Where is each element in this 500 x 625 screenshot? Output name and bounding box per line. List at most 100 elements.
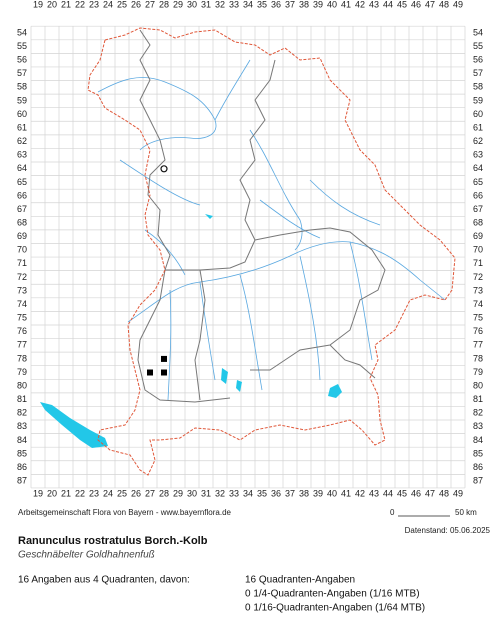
column-label: 44 xyxy=(383,0,393,9)
scale-end: 50 km xyxy=(455,508,477,517)
row-label: 82 xyxy=(17,408,27,418)
column-label: 39 xyxy=(313,0,323,9)
row-label: 70 xyxy=(473,245,483,255)
lake xyxy=(236,380,242,392)
row-label: 77 xyxy=(473,340,483,350)
summary: 16 Angaben aus 4 Quadranten, davon: xyxy=(18,575,190,586)
row-label: 59 xyxy=(473,95,483,105)
row-label: 71 xyxy=(473,258,483,268)
column-label: 41 xyxy=(341,488,351,498)
column-label: 29 xyxy=(173,0,183,9)
column-label: 21 xyxy=(61,488,71,498)
row-label: 72 xyxy=(17,272,27,282)
column-label: 20 xyxy=(47,0,57,9)
row-label: 83 xyxy=(17,421,27,431)
row-label: 81 xyxy=(473,394,483,404)
column-label: 35 xyxy=(257,488,267,498)
column-label: 32 xyxy=(215,488,225,498)
row-label: 68 xyxy=(473,217,483,227)
column-label: 45 xyxy=(397,0,407,9)
column-label: 25 xyxy=(117,0,127,9)
row-label: 75 xyxy=(473,313,483,323)
row-label: 87 xyxy=(473,476,483,486)
row-label: 79 xyxy=(473,367,483,377)
column-label: 22 xyxy=(75,0,85,9)
column-label: 34 xyxy=(243,488,253,498)
row-label: 70 xyxy=(17,245,27,255)
column-label: 27 xyxy=(145,0,155,9)
column-label: 46 xyxy=(411,488,421,498)
row-label: 72 xyxy=(473,272,483,282)
district-border xyxy=(137,269,231,403)
district-border xyxy=(250,227,386,371)
column-label: 43 xyxy=(369,488,379,498)
row-label: 79 xyxy=(17,367,27,377)
row-label: 62 xyxy=(473,136,483,146)
row-label: 77 xyxy=(17,340,27,350)
row-label: 75 xyxy=(17,313,27,323)
column-label: 36 xyxy=(271,488,281,498)
column-label: 38 xyxy=(299,488,309,498)
row-label: 65 xyxy=(473,177,483,187)
common-name: Geschnäbelter Goldhahnenfuß xyxy=(18,550,155,561)
row-label: 57 xyxy=(17,68,27,78)
column-label: 20 xyxy=(47,488,57,498)
column-label: 40 xyxy=(327,0,337,9)
row-label: 78 xyxy=(17,353,27,363)
row-label: 80 xyxy=(473,380,483,390)
row-label: 73 xyxy=(473,285,483,295)
count: 0 1/16-Quadranten-Angaben (1/64 MTB) xyxy=(245,603,425,614)
row-label: 64 xyxy=(473,163,483,173)
row-label: 64 xyxy=(17,163,27,173)
column-label: 41 xyxy=(341,0,351,9)
row-label: 56 xyxy=(17,55,27,65)
column-label: 49 xyxy=(453,0,463,9)
column-label: 38 xyxy=(299,0,309,9)
lake xyxy=(205,214,213,219)
column-label: 24 xyxy=(103,0,113,9)
grid: 19 19 20 20 21 21 22 22 23 23 24 24 25 25 26 26 27 27 28 28… xyxy=(17,0,483,498)
column-label: 34 xyxy=(243,0,253,9)
row-label: 67 xyxy=(17,204,27,214)
row-label: 73 xyxy=(17,285,27,295)
state-border xyxy=(87,27,456,476)
column-label: 22 xyxy=(75,488,85,498)
river xyxy=(167,255,321,401)
lake xyxy=(328,384,342,398)
row-label: 66 xyxy=(473,190,483,200)
row-label: 60 xyxy=(473,109,483,119)
row-label: 78 xyxy=(473,353,483,363)
row-label: 69 xyxy=(473,231,483,241)
row-label: 57 xyxy=(473,68,483,78)
row-label: 63 xyxy=(17,150,27,160)
row-label: 66 xyxy=(17,190,27,200)
row-label: 74 xyxy=(17,299,27,309)
column-label: 37 xyxy=(285,488,295,498)
row-label: 60 xyxy=(17,109,27,119)
column-label: 26 xyxy=(131,0,141,9)
column-label: 45 xyxy=(397,488,407,498)
column-label: 40 xyxy=(327,488,337,498)
row-label: 85 xyxy=(17,448,27,458)
row-label: 76 xyxy=(17,326,27,336)
column-label: 24 xyxy=(103,488,113,498)
column-label: 32 xyxy=(215,0,225,9)
column-label: 25 xyxy=(117,488,127,498)
column-label: 36 xyxy=(271,0,281,9)
column-label: 47 xyxy=(425,488,435,498)
column-label: 48 xyxy=(439,488,449,498)
column-label: 42 xyxy=(355,488,365,498)
column-label: 35 xyxy=(257,0,267,9)
row-label: 59 xyxy=(17,95,27,105)
lake xyxy=(221,368,228,384)
district-border xyxy=(329,344,376,379)
row-label: 85 xyxy=(473,448,483,458)
column-label: 23 xyxy=(89,0,99,9)
column-label: 33 xyxy=(229,0,239,9)
row-label: 58 xyxy=(17,82,27,92)
column-label: 30 xyxy=(187,0,197,9)
row-label: 76 xyxy=(473,326,483,336)
record-circle xyxy=(160,165,168,173)
column-label: 37 xyxy=(285,0,295,9)
